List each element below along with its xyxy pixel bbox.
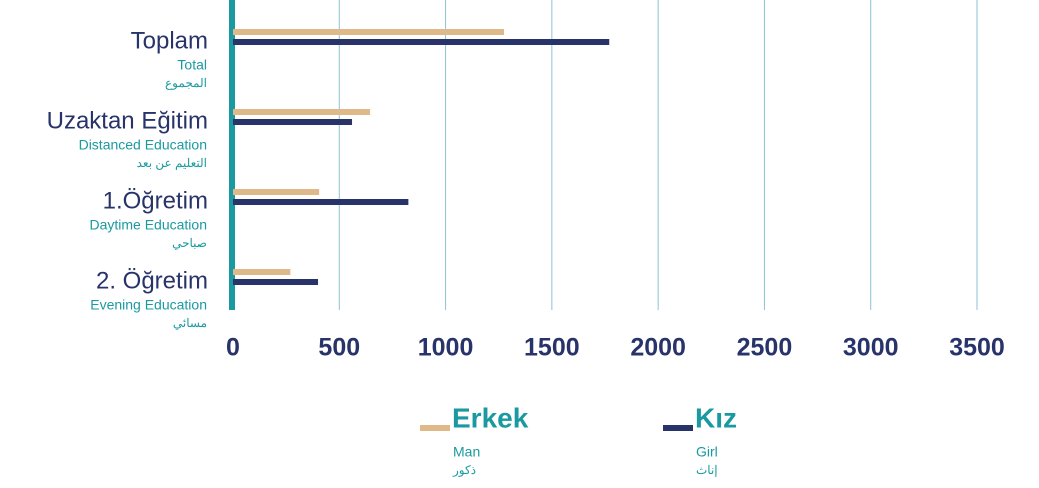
legend-label: Kız: [695, 402, 737, 433]
legend-label-ar: إناث: [696, 463, 718, 478]
x-tick-label: 500: [318, 334, 360, 362]
category-label-en: Evening Education: [90, 297, 207, 313]
x-tick-label: 3000: [843, 334, 899, 362]
x-tick-label: 2500: [737, 334, 793, 362]
bar: [233, 269, 291, 275]
x-tick-label: 2000: [630, 334, 686, 362]
category-label: 2. Öğretim: [96, 267, 208, 294]
legend-label-en: Man: [453, 444, 480, 460]
legend-label: Erkek: [452, 402, 529, 433]
bar: [233, 199, 409, 205]
x-tick-label: 3500: [949, 334, 1005, 362]
x-tick-label: 0: [226, 334, 240, 362]
legend-label-ar: ذكور: [452, 463, 476, 477]
category-label-ar: المجموع: [165, 76, 207, 90]
legend-swatch: [663, 425, 693, 431]
bar: [233, 109, 371, 115]
bar: [233, 279, 319, 285]
category-label-ar: مسائي: [173, 316, 207, 330]
bar: [233, 189, 320, 195]
bar: [233, 119, 353, 125]
category-label: Uzaktan Eğitim: [47, 107, 208, 134]
legend-swatch: [420, 425, 450, 431]
category-label-ar: صباحي: [172, 236, 207, 250]
legend-label-en: Girl: [696, 444, 718, 460]
category-label-en: Distanced Education: [79, 137, 207, 153]
bar: [233, 29, 505, 35]
category-label: 1.Öğretim: [103, 187, 208, 214]
x-tick-label: 1500: [524, 334, 580, 362]
x-tick-label: 1000: [418, 334, 474, 362]
category-label-en: Daytime Education: [89, 217, 207, 233]
category-label-ar: التعليم عن بعد: [137, 156, 207, 170]
category-label-en: Total: [177, 57, 207, 73]
category-label: Toplam: [131, 27, 208, 54]
bar: [233, 39, 610, 45]
